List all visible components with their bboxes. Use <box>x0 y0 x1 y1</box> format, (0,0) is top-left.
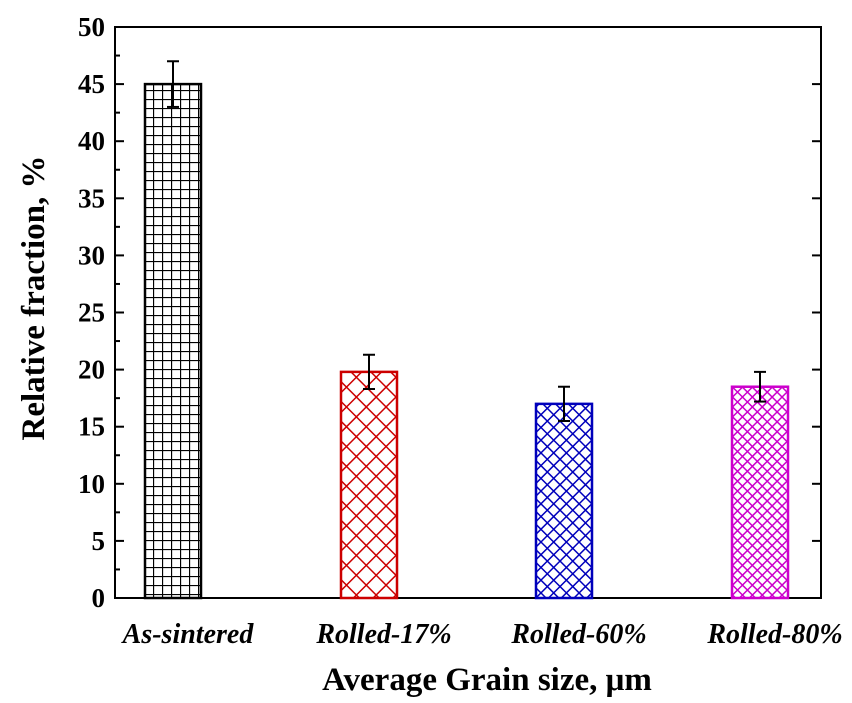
x-category-label: Rolled-80% <box>706 619 842 650</box>
bar-rolled-17 <box>339 370 399 600</box>
x-category-label: Rolled-17% <box>315 619 451 650</box>
y-tick-label: 20 <box>78 355 105 385</box>
y-tick-label: 15 <box>78 412 105 442</box>
bar-as-sintered <box>143 82 203 600</box>
y-tick-label: 0 <box>92 583 106 613</box>
y-tick-label: 10 <box>78 469 105 499</box>
y-tick-label: 35 <box>78 183 105 213</box>
x-category-label: Rolled-60% <box>510 619 646 650</box>
bars <box>143 60 790 600</box>
x-category-labels: As-sintered Rolled-17% Rolled-60% Rolled-80… <box>121 619 843 650</box>
y-tick-label: 40 <box>78 126 105 156</box>
y-axis: 0 5 10 15 20 25 30 35 40 45 50 <box>78 12 821 613</box>
error-bar <box>558 385 570 422</box>
error-bar <box>363 353 375 391</box>
x-category-label: As-sintered <box>121 619 255 650</box>
y-tick-label: 45 <box>78 69 105 99</box>
y-tick-label: 25 <box>78 298 105 328</box>
bar-rolled-60 <box>534 402 594 600</box>
y-axis-title: Relative fraction, % <box>16 156 52 441</box>
error-bar <box>754 370 766 403</box>
bar-rolled-80 <box>730 385 790 600</box>
y-tick-label: 30 <box>78 240 105 270</box>
error-bar <box>167 60 179 108</box>
plot-frame <box>114 26 822 599</box>
x-axis-title: Average Grain size, μm <box>322 662 652 698</box>
y-tick-label: 50 <box>78 12 105 42</box>
y-tick-label: 5 <box>92 526 106 556</box>
